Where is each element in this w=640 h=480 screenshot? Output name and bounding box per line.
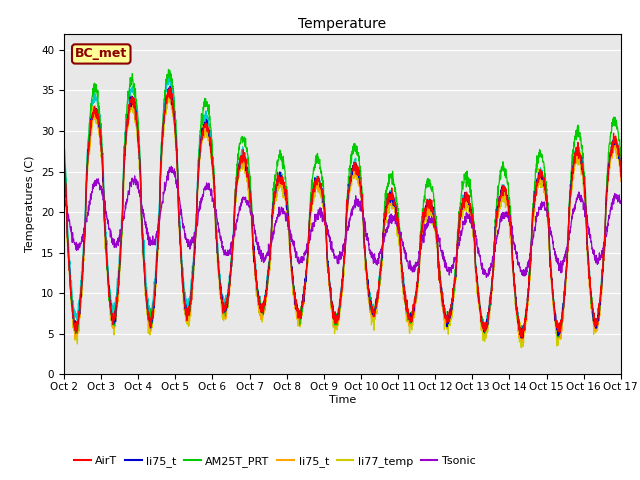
Title: Temperature: Temperature xyxy=(298,17,387,31)
Y-axis label: Temperatures (C): Temperatures (C) xyxy=(26,156,35,252)
Text: BC_met: BC_met xyxy=(75,48,127,60)
Legend: NR01_PRT: NR01_PRT xyxy=(70,479,156,480)
X-axis label: Time: Time xyxy=(329,395,356,405)
